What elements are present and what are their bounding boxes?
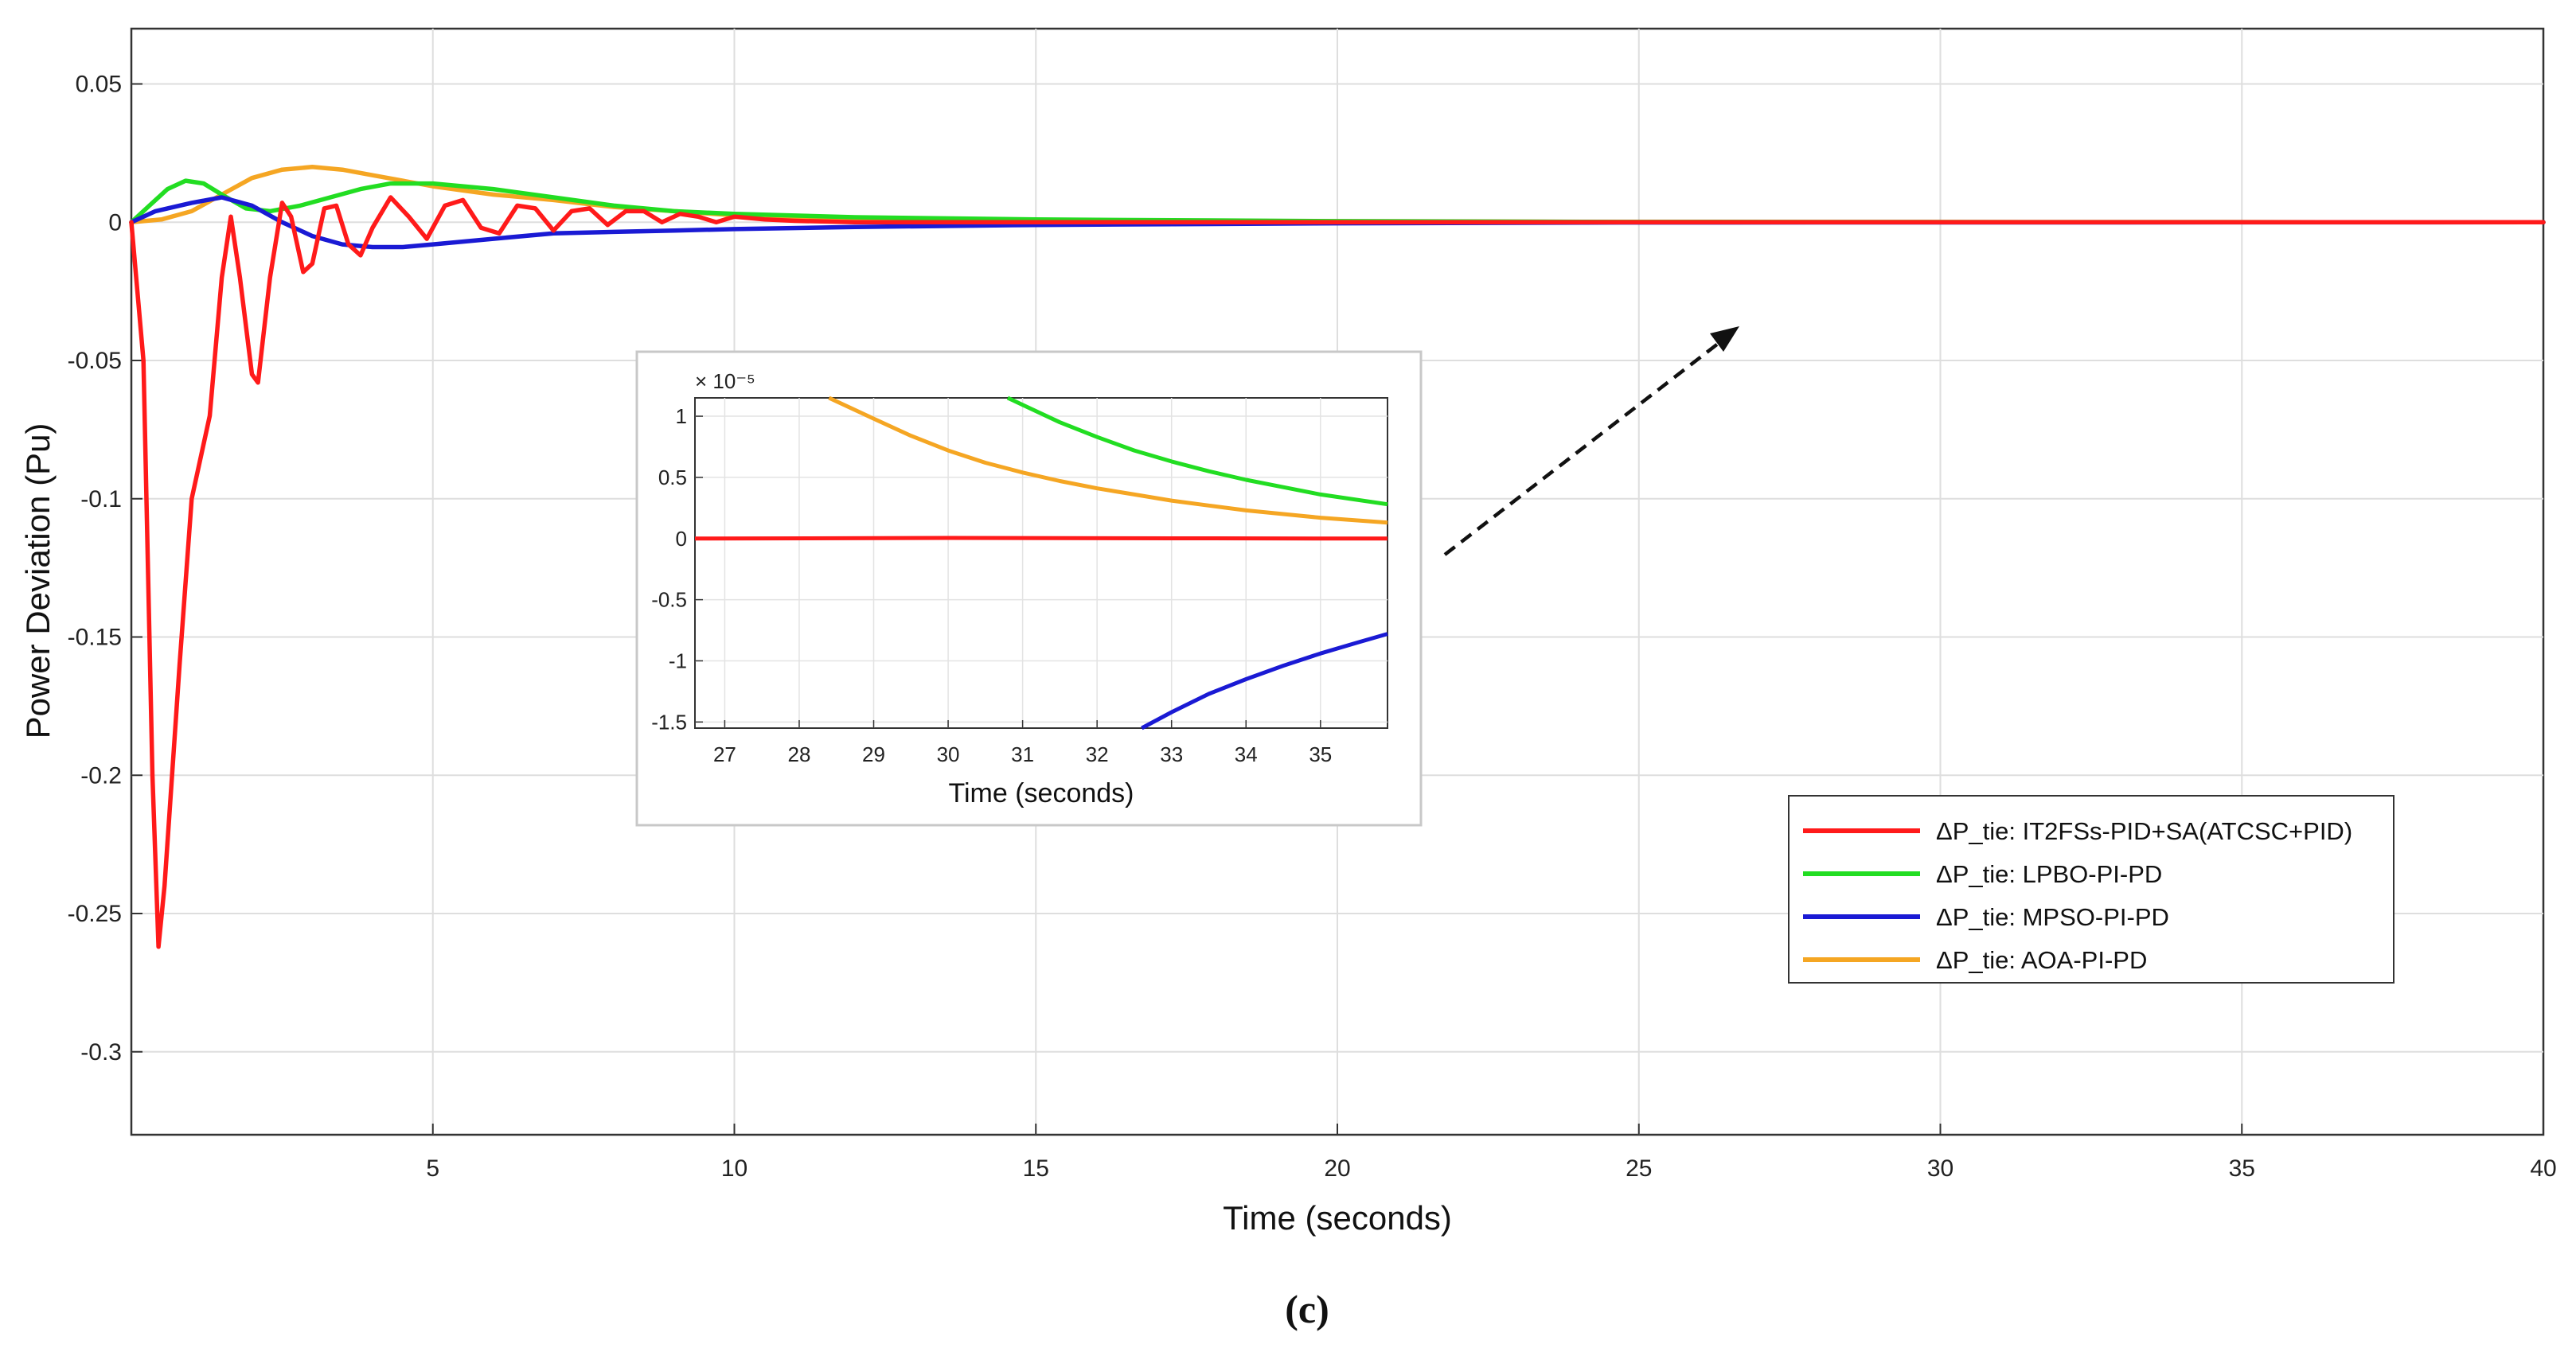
- y-tick-label: 0.05: [76, 72, 122, 98]
- main-ticks: 5 10 15 20 25 30 35 400.050-0.05-0.1-0.15-0.2-0…: [68, 72, 2557, 1182]
- inset-x-tick-label: 27: [713, 742, 736, 766]
- inset-series-line-3: [828, 395, 1388, 525]
- y-axis-label: Power Deviation (Pu): [19, 423, 57, 739]
- legend-box: [1788, 795, 2395, 984]
- zoom-arrow: [1443, 326, 1739, 556]
- series-line-0: [129, 195, 2546, 949]
- x-tick-label: 15: [1023, 1155, 1049, 1182]
- inset-x-tick-label: 30: [937, 742, 960, 766]
- x-tick-label: 10: [721, 1155, 747, 1182]
- inset-x-tick-label: 35: [1309, 742, 1332, 766]
- inset-series-line-1: [1006, 395, 1388, 507]
- inset-y-tick-label: -1.5: [651, 710, 687, 734]
- inset-x-tick-label: 34: [1235, 742, 1258, 766]
- x-tick-label: 20: [1324, 1155, 1350, 1182]
- inset-series-line-0: [694, 536, 1388, 541]
- y-tick-label: -0.2: [80, 762, 122, 789]
- inset-y-tick-label: 0: [676, 527, 687, 551]
- x-tick-label: 35: [2229, 1155, 2255, 1182]
- figure-caption: (c): [1285, 1287, 1329, 1331]
- x-tick-label: 5: [426, 1155, 439, 1182]
- main-grid: [131, 29, 2543, 1135]
- x-tick-label: 30: [1927, 1155, 1953, 1182]
- inset-y-tick-label: 1: [676, 404, 687, 428]
- y-tick-label: -0.05: [68, 348, 122, 374]
- inset-x-axis-label: Time (seconds): [948, 778, 1134, 808]
- zoom-arrow-line: [1443, 342, 1719, 556]
- inset-grid: [695, 398, 1388, 728]
- y-tick-label: -0.3: [80, 1039, 122, 1066]
- inset-plot-area: [694, 397, 1388, 729]
- inset-x-tick-label: 32: [1086, 742, 1109, 766]
- y-tick-label: -0.1: [80, 486, 122, 512]
- main-series: [129, 165, 2546, 949]
- inset-y-tick-label: -0.5: [651, 588, 687, 612]
- legend-label: ΔP_tie: MPSO-PI-PD: [1936, 903, 2169, 931]
- x-tick-label: 40: [2530, 1155, 2556, 1182]
- series-line-2: [129, 195, 2546, 250]
- inset-x-tick-label: 33: [1160, 742, 1183, 766]
- inset-y-tick-label: 0.5: [658, 466, 687, 489]
- legend-label: ΔP_tie: IT2FSs-PID+SA(ATCSC+PID): [1936, 817, 2352, 845]
- inset-x-tick-label: 31: [1011, 742, 1034, 766]
- legend-label: ΔP_tie: AOA-PI-PD: [1936, 946, 2147, 974]
- x-axis-label: Time (seconds): [1223, 1199, 1452, 1237]
- series-line-1: [129, 178, 2546, 225]
- legend: ΔP_tie: IT2FSs-PID+SA(ATCSC+PID) ΔP_tie: …: [1788, 795, 2395, 984]
- y-tick-label: 0: [108, 209, 122, 236]
- inset-y-exponent: × 10⁻⁵: [695, 369, 755, 393]
- inset: 27 28 29 30 31 32 33 34 35 1 0.5 0 -0.5 -1 -1.5 × 10⁻⁵…: [635, 350, 1423, 827]
- zoom-arrow-head: [1710, 326, 1739, 352]
- x-tick-label: 25: [1626, 1155, 1652, 1182]
- inset-ticks: 27 28 29 30 31 32 33 34 35 1 0.5 0 -0.5 -1 -1.5: [651, 404, 1332, 766]
- inset-x-tick-label: 28: [788, 742, 811, 766]
- legend-label: ΔP_tie: LPBO-PI-PD: [1936, 860, 2162, 888]
- inset-y-tick-label: -1: [669, 649, 687, 672]
- y-tick-label: -0.15: [68, 625, 122, 651]
- inset-series: [694, 395, 1388, 730]
- inset-x-tick-label: 29: [862, 742, 885, 766]
- inset-series-line-2: [1141, 632, 1388, 730]
- y-tick-label: -0.25: [68, 901, 122, 927]
- legend-items: ΔP_tie: IT2FSs-PID+SA(ATCSC+PID) ΔP_tie: …: [1803, 817, 2352, 974]
